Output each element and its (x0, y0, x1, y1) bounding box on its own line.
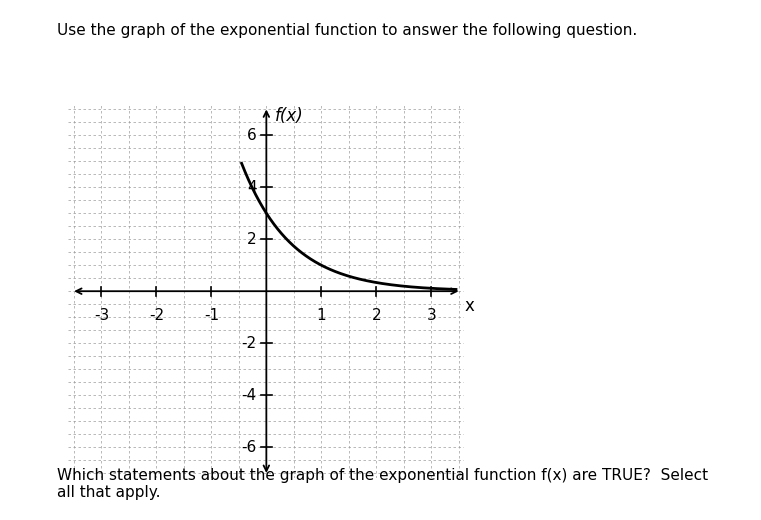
Text: -2: -2 (241, 336, 256, 350)
Text: -3: -3 (94, 308, 109, 323)
Text: 2: 2 (247, 232, 256, 246)
Text: Use the graph of the exponential function to answer the following question.: Use the graph of the exponential functio… (57, 23, 637, 38)
Text: 2: 2 (371, 308, 381, 323)
Text: f(x): f(x) (275, 107, 304, 125)
Text: -4: -4 (241, 388, 256, 402)
Text: 4: 4 (247, 180, 256, 194)
Text: 1: 1 (317, 308, 326, 323)
Text: -1: -1 (204, 308, 219, 323)
Text: -2: -2 (149, 308, 164, 323)
Text: -6: -6 (241, 440, 256, 454)
Text: 3: 3 (426, 308, 436, 323)
Text: 6: 6 (247, 128, 256, 142)
Text: x: x (464, 296, 474, 315)
Text: Which statements about the graph of the exponential function f(x) are TRUE?  Sel: Which statements about the graph of the … (57, 468, 708, 500)
